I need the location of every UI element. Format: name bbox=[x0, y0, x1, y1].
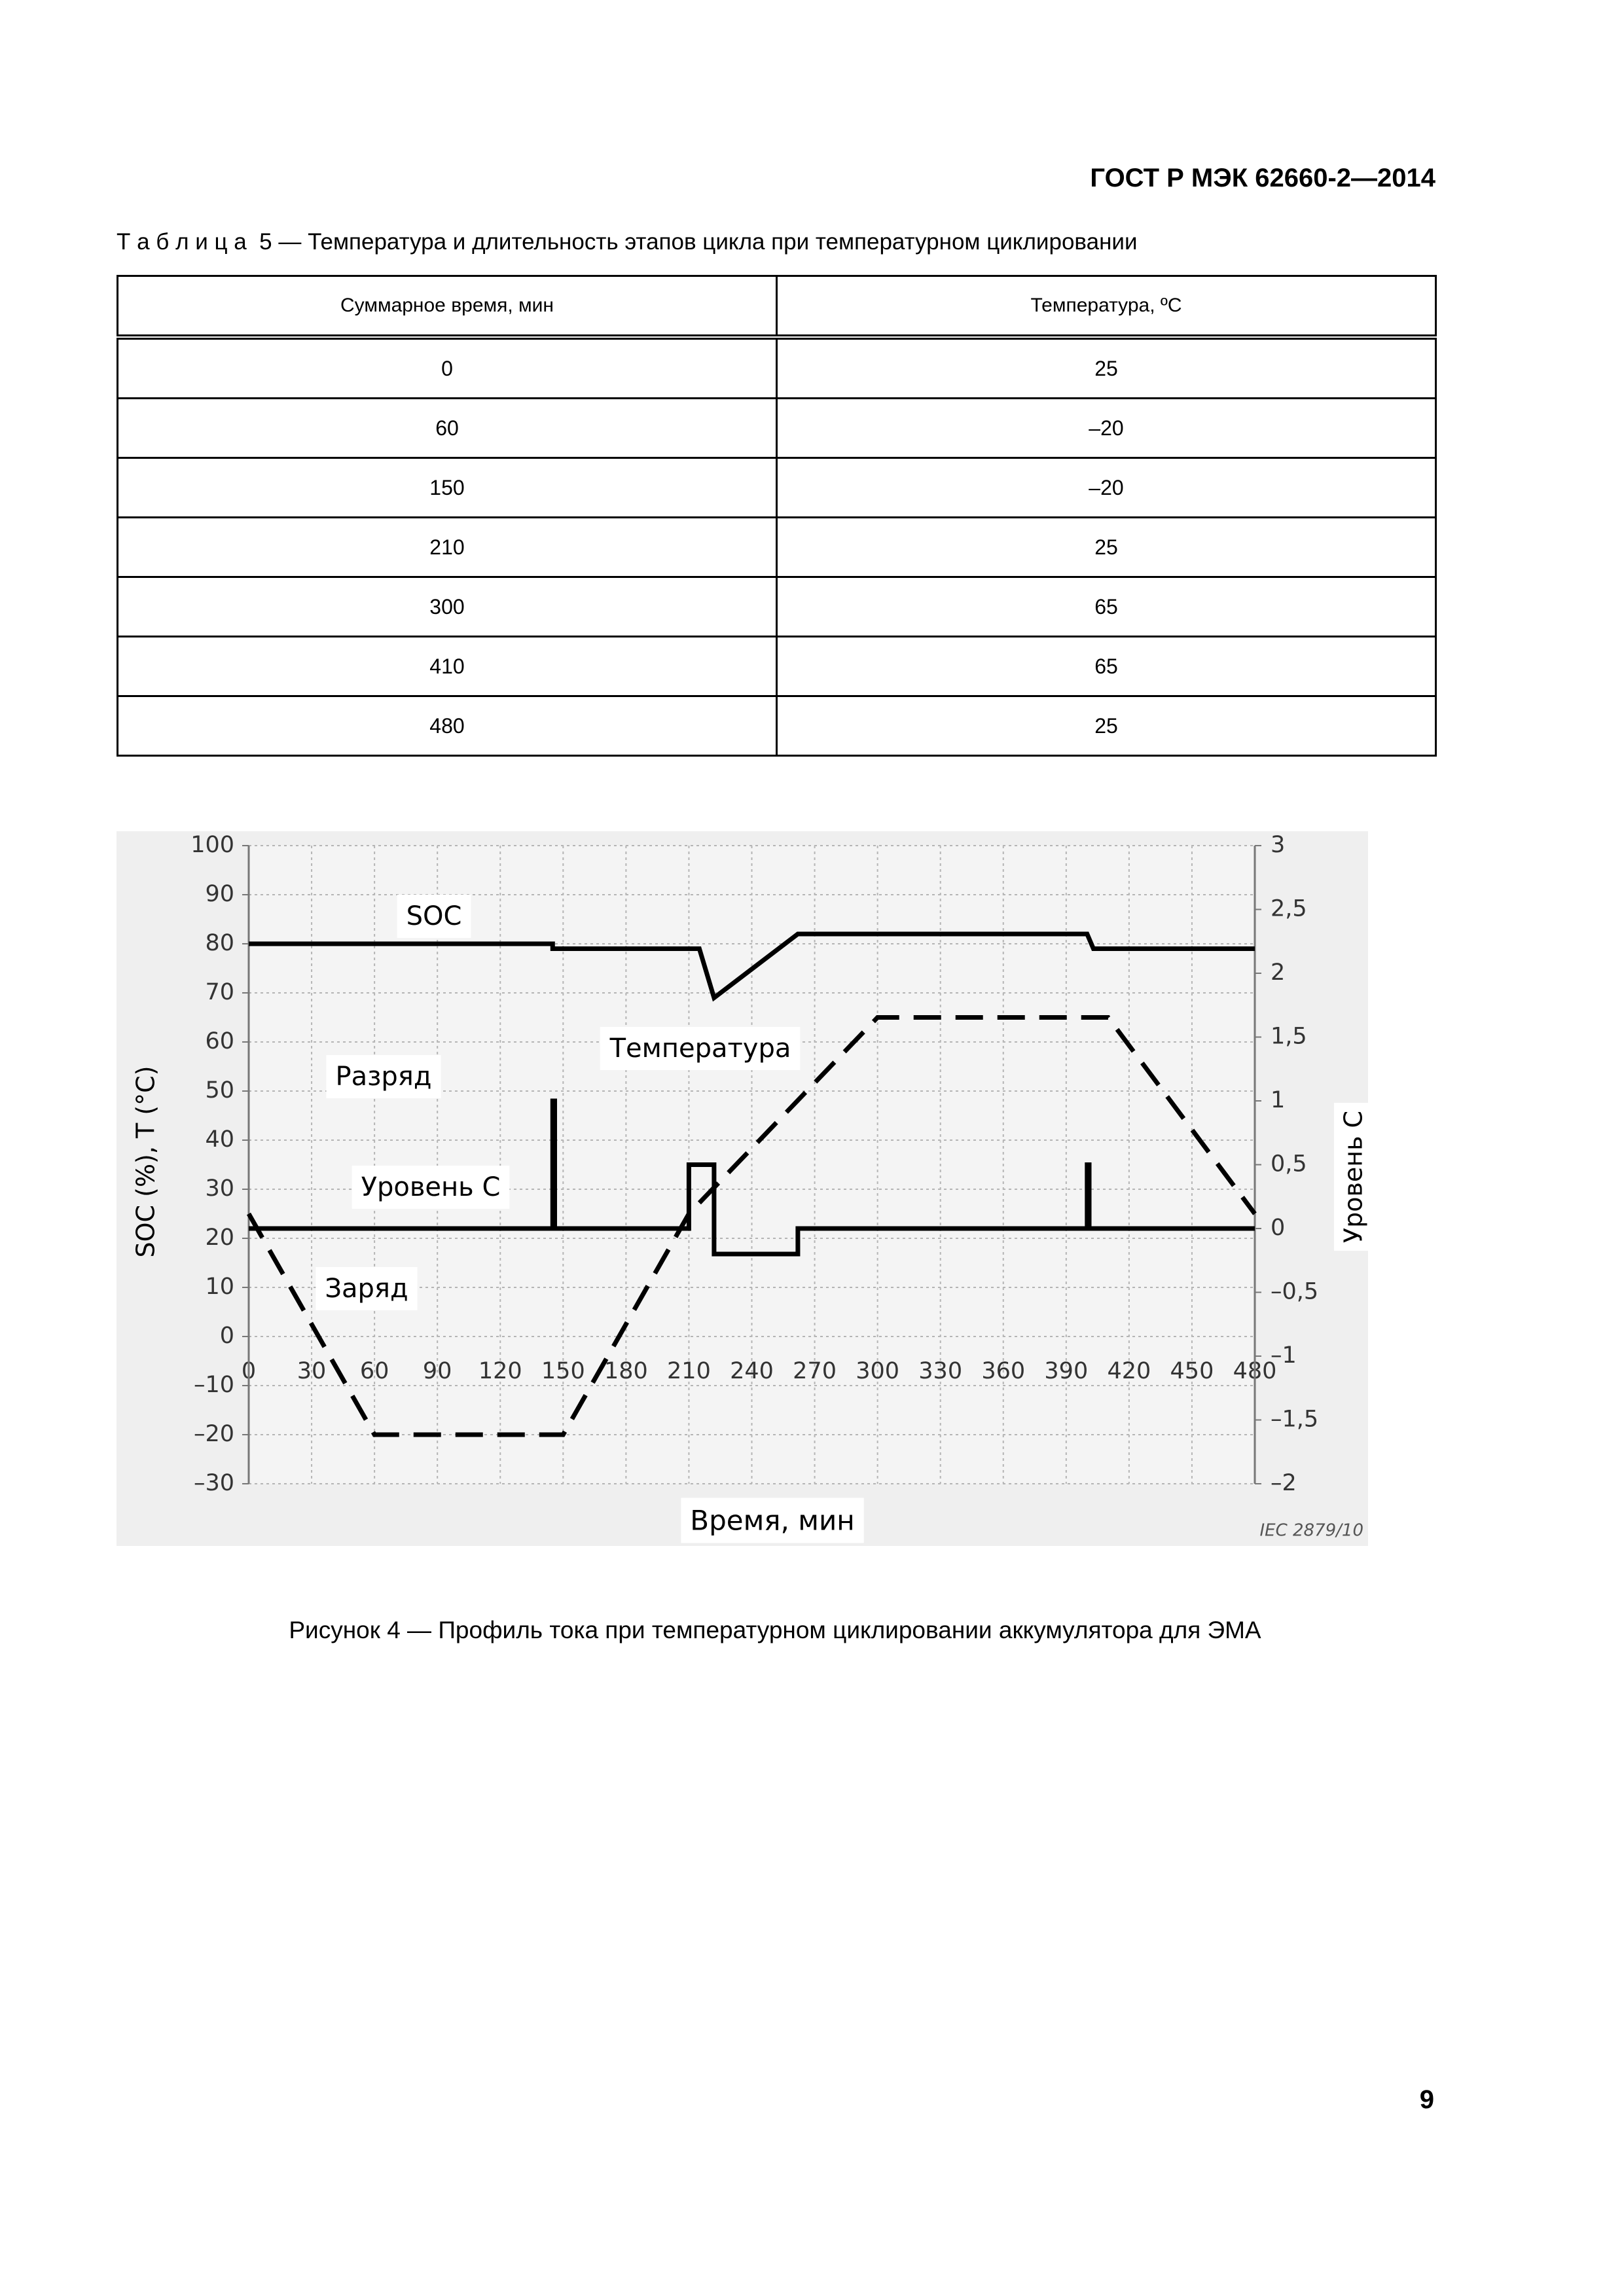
document-header: ГОСТ Р МЭК 62660-2—2014 bbox=[1090, 164, 1435, 192]
page-number: 9 bbox=[1419, 2085, 1434, 2114]
table-cell: 0 bbox=[117, 336, 778, 399]
y-axis-title: SOC (%), T (°C) bbox=[132, 1066, 160, 1257]
x-tick-label: 150 bbox=[541, 1358, 585, 1384]
x-tick-label: 360 bbox=[981, 1358, 1025, 1384]
table-cell: –20 bbox=[776, 397, 1437, 459]
x-tick-label: 210 bbox=[667, 1358, 711, 1384]
series-label: SOC bbox=[406, 901, 462, 931]
table-row: 480 25 bbox=[117, 695, 1437, 757]
y-tick-label: 20 bbox=[205, 1225, 234, 1251]
table-row: 210 25 bbox=[117, 516, 1437, 578]
y2-axis-title: Уровень С bbox=[1339, 1111, 1368, 1243]
table-cell: 25 bbox=[776, 336, 1437, 399]
y2-tick-label: 2 bbox=[1271, 960, 1285, 986]
label-background bbox=[397, 895, 471, 938]
y2-tick-label: –2 bbox=[1271, 1470, 1297, 1496]
table-head: Суммарное время, мин Температура, ºС bbox=[117, 275, 1437, 340]
column-header: Температура, ºС bbox=[776, 275, 1437, 340]
table-row: 410 65 bbox=[117, 636, 1437, 697]
y-tick-label: 90 bbox=[205, 881, 234, 907]
header-row: Суммарное время, мин Температура, ºС bbox=[117, 275, 1437, 340]
table-cell: –20 bbox=[776, 457, 1437, 518]
table-row: 0 25 bbox=[117, 336, 1437, 399]
y-tick-label: 70 bbox=[205, 979, 234, 1005]
x-tick-label: 180 bbox=[604, 1358, 648, 1384]
y-tick-label: 80 bbox=[205, 930, 234, 956]
x-tick-label: 450 bbox=[1170, 1358, 1214, 1384]
column-header: Суммарное время, мин bbox=[117, 275, 778, 340]
annotation: IEC 2879/10 bbox=[1259, 1521, 1363, 1541]
x-tick-label: 420 bbox=[1107, 1358, 1151, 1384]
table-cell: 25 bbox=[776, 516, 1437, 578]
x-tick-label: 30 bbox=[297, 1358, 327, 1384]
y-tick-label: 10 bbox=[205, 1274, 234, 1300]
y2-tick-label: –1 bbox=[1271, 1342, 1297, 1369]
table-cell: 210 bbox=[117, 516, 778, 578]
x-tick-label: 120 bbox=[478, 1358, 522, 1384]
table-row: 150 –20 bbox=[117, 457, 1437, 518]
x-tick-label: 60 bbox=[360, 1358, 389, 1384]
table-caption: Т а б л и ц а 5 — Температура и длительн… bbox=[117, 229, 1138, 255]
label-background bbox=[326, 1055, 441, 1098]
label-background bbox=[1334, 1102, 1368, 1251]
table-row: 300 65 bbox=[117, 576, 1437, 637]
figure-caption: Рисунок 4 — Профиль тока при температурн… bbox=[289, 1617, 1261, 1643]
y2-tick-label: 1 bbox=[1271, 1087, 1285, 1113]
y-tick-label: –10 bbox=[194, 1372, 234, 1398]
table-body: 0 25 60 –20 150 –20 210 25 300 65 410 65 480 25 bbox=[117, 336, 1437, 757]
x-tick-label: 240 bbox=[730, 1358, 774, 1384]
y2-tick-label: 3 bbox=[1271, 832, 1285, 858]
series-label: Уровень С bbox=[361, 1172, 501, 1202]
label-background bbox=[681, 1498, 864, 1543]
y-tick-label: 50 bbox=[205, 1077, 234, 1103]
chart: –30–20–100102030405060708090100030609012… bbox=[117, 831, 1368, 1546]
series-line bbox=[249, 931, 1255, 1002]
table-cell: 300 bbox=[117, 576, 778, 637]
y-tick-label: 60 bbox=[205, 1028, 234, 1054]
label-background bbox=[600, 1027, 801, 1070]
y-tick-label: 0 bbox=[220, 1323, 234, 1349]
annotation: Разряд bbox=[335, 1062, 431, 1092]
y2-tick-label: 1,5 bbox=[1271, 1024, 1307, 1050]
label-background bbox=[316, 1267, 418, 1310]
y-tick-label: 100 bbox=[190, 832, 234, 858]
y-tick-label: 40 bbox=[205, 1126, 234, 1153]
x-tick-label: 90 bbox=[423, 1358, 452, 1384]
annotation: Заряд bbox=[325, 1274, 408, 1304]
data-table: Суммарное время, мин Температура, ºС 0 25 6… bbox=[117, 275, 1437, 757]
y2-tick-label: 0 bbox=[1271, 1215, 1285, 1241]
x-tick-label: 300 bbox=[856, 1358, 899, 1384]
table-cell: 480 bbox=[117, 695, 778, 757]
label-background bbox=[352, 1166, 510, 1209]
y-tick-label: –20 bbox=[194, 1421, 234, 1447]
x-tick-label: 270 bbox=[793, 1358, 837, 1384]
y2-tick-label: –1,5 bbox=[1271, 1407, 1318, 1433]
y2-tick-label: –0,5 bbox=[1271, 1279, 1318, 1305]
x-tick-label: 330 bbox=[918, 1358, 962, 1384]
y2-tick-label: 2,5 bbox=[1271, 896, 1307, 922]
series-line bbox=[249, 1098, 1255, 1257]
table-cell: 25 bbox=[776, 695, 1437, 757]
x-tick-label: 390 bbox=[1044, 1358, 1088, 1384]
x-axis-title: Время, мин bbox=[690, 1505, 854, 1537]
y-tick-label: –30 bbox=[194, 1470, 234, 1496]
table-row: 60 –20 bbox=[117, 397, 1437, 459]
table-cell: 150 bbox=[117, 457, 778, 518]
series-label: Температура bbox=[609, 1033, 791, 1064]
y2-tick-label: 0,5 bbox=[1271, 1151, 1307, 1177]
table-cell: 65 bbox=[776, 576, 1437, 637]
y-tick-label: 30 bbox=[205, 1175, 234, 1202]
table-cell: 65 bbox=[776, 636, 1437, 697]
table-cell: 410 bbox=[117, 636, 778, 697]
table-cell: 60 bbox=[117, 397, 778, 459]
